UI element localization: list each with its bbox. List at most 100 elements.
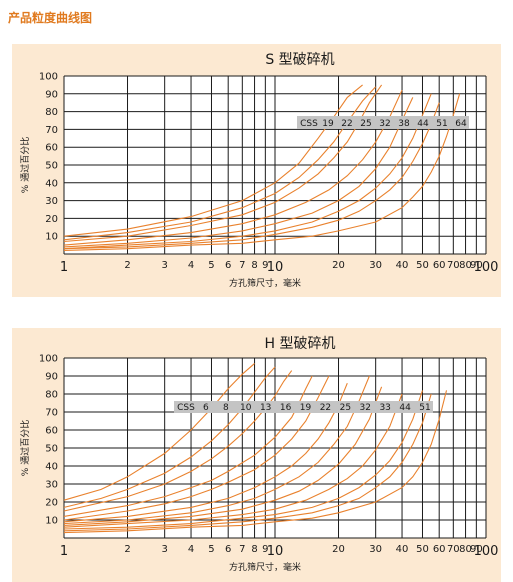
x-tick-label: 80 — [459, 544, 472, 555]
y-tick-label: 20 — [45, 498, 58, 509]
y-tick-label: 40 — [45, 178, 58, 189]
y-axis-label: % 通过百分比 — [19, 420, 31, 476]
y-tick-label: 50 — [45, 444, 58, 455]
gradation-curve-css-33 — [63, 390, 424, 530]
gradation-curve-css-22 — [63, 86, 377, 241]
css-value-label: 38 — [398, 119, 410, 129]
y-tick-label: 50 — [45, 161, 58, 172]
x-tick-label: 5 — [208, 260, 214, 271]
gradation-curve-css-19 — [63, 84, 363, 237]
gradation-curve-css-64 — [63, 93, 461, 251]
x-tick-label: 40 — [396, 260, 409, 271]
y-tick-label: 100 — [39, 72, 58, 83]
x-tick-label: 30 — [369, 260, 382, 271]
x-tick-label: 4 — [188, 544, 194, 555]
css-value-label: 64 — [455, 119, 467, 129]
css-value-label: 10 — [240, 403, 252, 413]
css-header-label: CSS — [300, 119, 318, 129]
page-title: 产品粒度曲线图 — [8, 11, 93, 25]
css-value-label: 25 — [340, 403, 351, 413]
x-tick-label: 2 — [124, 260, 130, 271]
y-axis-label: % 通过百分比 — [19, 137, 31, 193]
x-tick-label: 2 — [124, 544, 130, 555]
gradation-curve-css-6 — [63, 362, 255, 501]
x-tick-label: 70 — [447, 544, 460, 555]
y-tick-label: 90 — [45, 89, 58, 100]
css-value-label: 32 — [360, 403, 371, 413]
x-tick-label: 4 — [188, 260, 194, 271]
css-header-label: CSS — [177, 403, 195, 413]
css-value-label: 44 — [417, 119, 429, 129]
gradation-curve-css-32 — [63, 393, 403, 528]
gradation-curve-css-44 — [63, 93, 432, 250]
css-value-label: 6 — [203, 403, 209, 413]
x-tick-label: 1 — [60, 544, 68, 559]
gradation-curve-css-51 — [63, 102, 440, 250]
gradation-curve-css-38 — [63, 97, 414, 248]
x-tick-label: 60 — [433, 544, 446, 555]
css-value-label: 51 — [436, 119, 447, 129]
chart-title: S 型破碎机 — [265, 52, 334, 68]
x-tick-label: 90 — [470, 544, 483, 555]
x-tick-label: 8 — [251, 544, 257, 555]
css-value-label: 51 — [419, 403, 430, 413]
x-tick-label: 40 — [396, 544, 409, 555]
css-value-label: 32 — [379, 119, 390, 129]
x-tick-label: 30 — [369, 544, 382, 555]
y-tick-label: 30 — [45, 196, 58, 207]
css-value-label: 19 — [322, 119, 334, 129]
gradation-curve-css-8 — [63, 366, 276, 508]
x-tick-label: 100 — [474, 544, 499, 559]
css-value-label: 44 — [399, 403, 411, 413]
x-tick-label: 9 — [262, 260, 268, 271]
y-tick-label: 70 — [45, 408, 58, 419]
x-tick-label: 7 — [239, 260, 245, 271]
gradation-curve-css-10 — [63, 370, 293, 512]
css-value-label: 22 — [320, 403, 331, 413]
y-tick-label: 70 — [45, 125, 58, 136]
css-label-band — [297, 116, 469, 129]
x-tick-label: 3 — [161, 544, 167, 555]
x-tick-label: 7 — [239, 544, 245, 555]
y-tick-label: 30 — [45, 480, 58, 491]
chart-title: H 型破碎机 — [265, 336, 336, 352]
y-tick-label: 80 — [45, 107, 58, 118]
x-tick-label: 9 — [262, 544, 268, 555]
x-tick-label: 20 — [332, 544, 345, 555]
y-tick-label: 10 — [45, 516, 58, 527]
x-tick-label: 70 — [447, 260, 460, 271]
css-label-band — [174, 401, 433, 413]
y-tick-label: 60 — [45, 426, 58, 437]
x-tick-label: 8 — [251, 260, 257, 271]
h-crusher-chart-panel: H 型破碎机 10 20 30 40 50 60 70 80 90 100 1 2 3 4 5 6 7 8 9 10 20… — [12, 328, 501, 582]
x-tick-label: 6 — [225, 544, 231, 555]
gradation-curve-css-32 — [63, 89, 403, 246]
x-tick-label: 6 — [225, 260, 231, 271]
css-value-label: 22 — [341, 119, 352, 129]
y-tick-label: 40 — [45, 462, 58, 473]
y-tick-label: 90 — [45, 372, 58, 383]
gradation-curve-css-25 — [63, 386, 383, 526]
gradation-curve-css-51 — [63, 390, 448, 534]
x-tick-label: 5 — [208, 544, 214, 555]
x-tick-label: 90 — [470, 260, 483, 271]
gradation-curve-css-22 — [63, 375, 370, 525]
x-tick-label: 50 — [416, 260, 429, 271]
x-tick-label: 80 — [459, 260, 472, 271]
gradation-curve-css-13 — [63, 375, 313, 517]
y-tick-label: 20 — [45, 214, 58, 225]
css-value-label: 19 — [300, 403, 312, 413]
gradation-curve-css-16 — [63, 375, 330, 521]
x-tick-label: 1 — [60, 260, 68, 275]
css-value-label: 8 — [223, 403, 229, 413]
y-tick-label: 80 — [45, 390, 58, 401]
gradation-curve-css-44 — [63, 393, 432, 532]
css-value-label: 13 — [260, 403, 271, 413]
gradation-curve-css-19 — [63, 382, 348, 523]
s-crusher-chart-panel: S 型破碎机 10 20 30 40 50 60 70 80 90 100 1 2 3 4 5 6 7 8 9 10 20… — [12, 44, 501, 297]
x-axis-label: 方孔筛尺寸，毫米 — [229, 277, 301, 289]
x-axis-label: 方孔筛尺寸，毫米 — [229, 561, 301, 573]
y-tick-label: 10 — [45, 232, 58, 243]
